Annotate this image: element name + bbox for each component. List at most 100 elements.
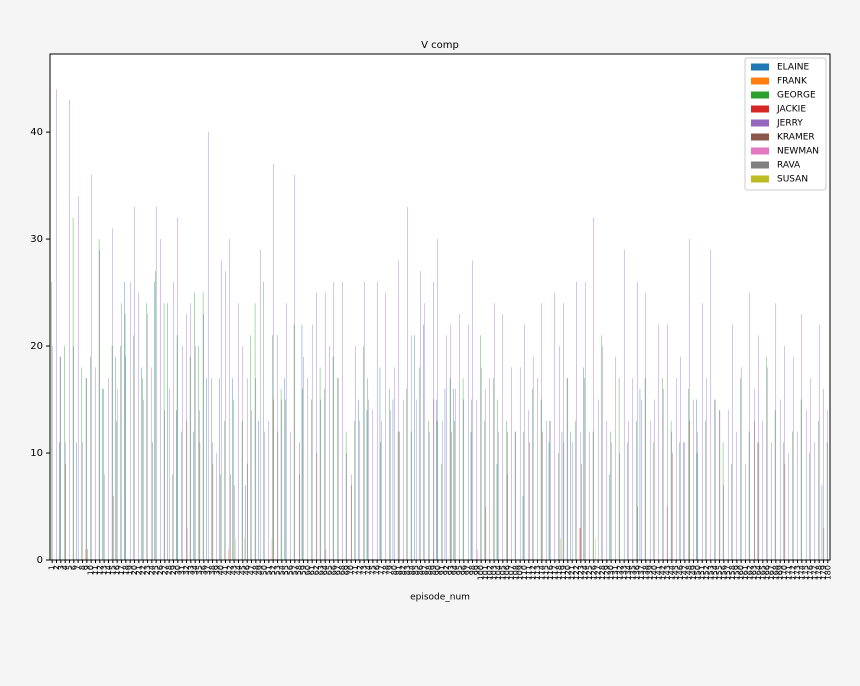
x-tick-label: 109: [516, 565, 525, 580]
x-tick-label: 102: [485, 565, 494, 580]
x-tick-label: 18: [121, 565, 130, 575]
chart-title: V comp: [421, 40, 459, 51]
x-tick-label: 7: [74, 565, 83, 570]
x-tick-label: 175: [802, 565, 811, 580]
x-tick-label: 13: [100, 565, 109, 575]
x-tick-label: 161: [741, 565, 750, 580]
x-tick-label: 50: [260, 565, 269, 575]
x-tick-label: 107: [507, 565, 516, 580]
x-tick-label: 179: [819, 565, 828, 580]
x-tick-label: 32: [182, 565, 191, 575]
x-tick-label: 101: [481, 565, 490, 580]
x-tick-label: 119: [559, 565, 568, 580]
x-tick-label: 99: [472, 565, 481, 575]
x-tick-label: 20: [130, 565, 139, 575]
legend-swatch: [751, 175, 769, 183]
x-tick-label: 147: [680, 565, 689, 580]
x-tick-label: 24: [147, 565, 156, 575]
y-tick-label: 40: [30, 127, 43, 138]
x-tick-label: 150: [693, 565, 702, 580]
x-tick-label: 77: [377, 565, 386, 575]
x-tick-label: 163: [750, 565, 759, 580]
x-tick-label: 39: [212, 565, 221, 575]
x-tick-label: 117: [550, 565, 559, 580]
x-tick-label: 49: [256, 565, 265, 575]
legend-swatch: [751, 63, 769, 71]
x-tick-label: 140: [650, 565, 659, 580]
x-tick-label: 126: [589, 565, 598, 580]
x-tick-label: 91: [438, 565, 447, 575]
x-tick-label: 94: [451, 565, 460, 575]
x-tick-label: 171: [784, 565, 793, 580]
legend-label: FRANK: [777, 77, 808, 87]
x-tick-label: 92: [442, 565, 451, 575]
x-tick-label: 123: [576, 565, 585, 580]
x-tick-label: 67: [334, 565, 343, 575]
x-tick-label: 137: [637, 565, 646, 580]
x-tick-label: 173: [793, 565, 802, 580]
legend-label: NEWMAN: [777, 147, 819, 157]
x-tick-label: 61: [308, 565, 317, 575]
x-tick-label: 151: [698, 565, 707, 580]
x-tick-label: 79: [386, 565, 395, 575]
x-tick-label: 43: [230, 565, 239, 575]
x-tick-label: 121: [568, 565, 577, 580]
x-tick-label: 40: [217, 565, 226, 575]
x-tick-label: 8: [78, 565, 87, 570]
x-tick-label: 113: [533, 565, 542, 580]
x-tick-label: 111: [524, 565, 533, 580]
x-tick-label: 108: [511, 565, 520, 580]
x-tick-label: 55: [282, 565, 291, 575]
x-tick-label: 162: [745, 565, 754, 580]
x-tick-label: 84: [407, 565, 416, 575]
x-tick-label: 129: [602, 565, 611, 580]
x-tick-label: 105: [498, 565, 507, 580]
x-tick-label: 127: [594, 565, 603, 580]
x-tick-label: 66: [329, 565, 338, 575]
x-tick-label: 65: [325, 565, 334, 575]
x-tick-label: 33: [186, 565, 195, 575]
x-tick-label: 143: [663, 565, 672, 580]
legend-swatch: [751, 119, 769, 127]
x-tick-label: 145: [672, 565, 681, 580]
x-tick-label: 45: [238, 565, 247, 575]
legend-label: KRAMER: [777, 133, 815, 143]
x-tick-label: 88: [425, 565, 434, 575]
x-tick-label: 63: [316, 565, 325, 575]
x-tick-label: 70: [347, 565, 356, 575]
x-tick-label: 81: [394, 565, 403, 575]
x-tick-label: 52: [269, 565, 278, 575]
legend-swatch: [751, 77, 769, 85]
x-tick-label: 56: [286, 565, 295, 575]
x-tick-label: 168: [771, 565, 780, 580]
x-tick-label: 93: [446, 565, 455, 575]
legend-label: GEORGE: [777, 91, 816, 101]
x-tick-label: 136: [633, 565, 642, 580]
x-tick-label: 128: [598, 565, 607, 580]
legend-label: ELAINE: [777, 63, 809, 73]
x-tick-label: 15: [108, 565, 117, 575]
x-tick-label: 38: [208, 565, 217, 575]
x-tick-label: 122: [572, 565, 581, 580]
x-tick-label: 44: [234, 565, 243, 575]
x-tick-label: 21: [134, 565, 143, 575]
x-tick-label: 59: [299, 565, 308, 575]
x-tick-label: 54: [277, 565, 286, 575]
x-tick-label: 57: [290, 565, 299, 575]
x-tick-label: 116: [546, 565, 555, 580]
legend-swatch: [751, 161, 769, 169]
y-tick-label: 10: [30, 448, 43, 459]
x-tick-label: 172: [789, 565, 798, 580]
x-tick-label: 80: [390, 565, 399, 575]
x-tick-label: 125: [585, 565, 594, 580]
x-tick-label: 106: [503, 565, 512, 580]
y-tick-label: 20: [30, 341, 43, 352]
x-tick-label: 134: [624, 565, 633, 580]
x-tick-label: 73: [360, 565, 369, 575]
x-tick-label: 12: [95, 565, 104, 575]
x-tick-label: 2: [52, 565, 61, 570]
x-tick-label: 174: [797, 565, 806, 580]
x-tick-label: 141: [654, 565, 663, 580]
x-tick-label: 19: [126, 565, 135, 575]
x-tick-label: 3: [56, 565, 65, 570]
